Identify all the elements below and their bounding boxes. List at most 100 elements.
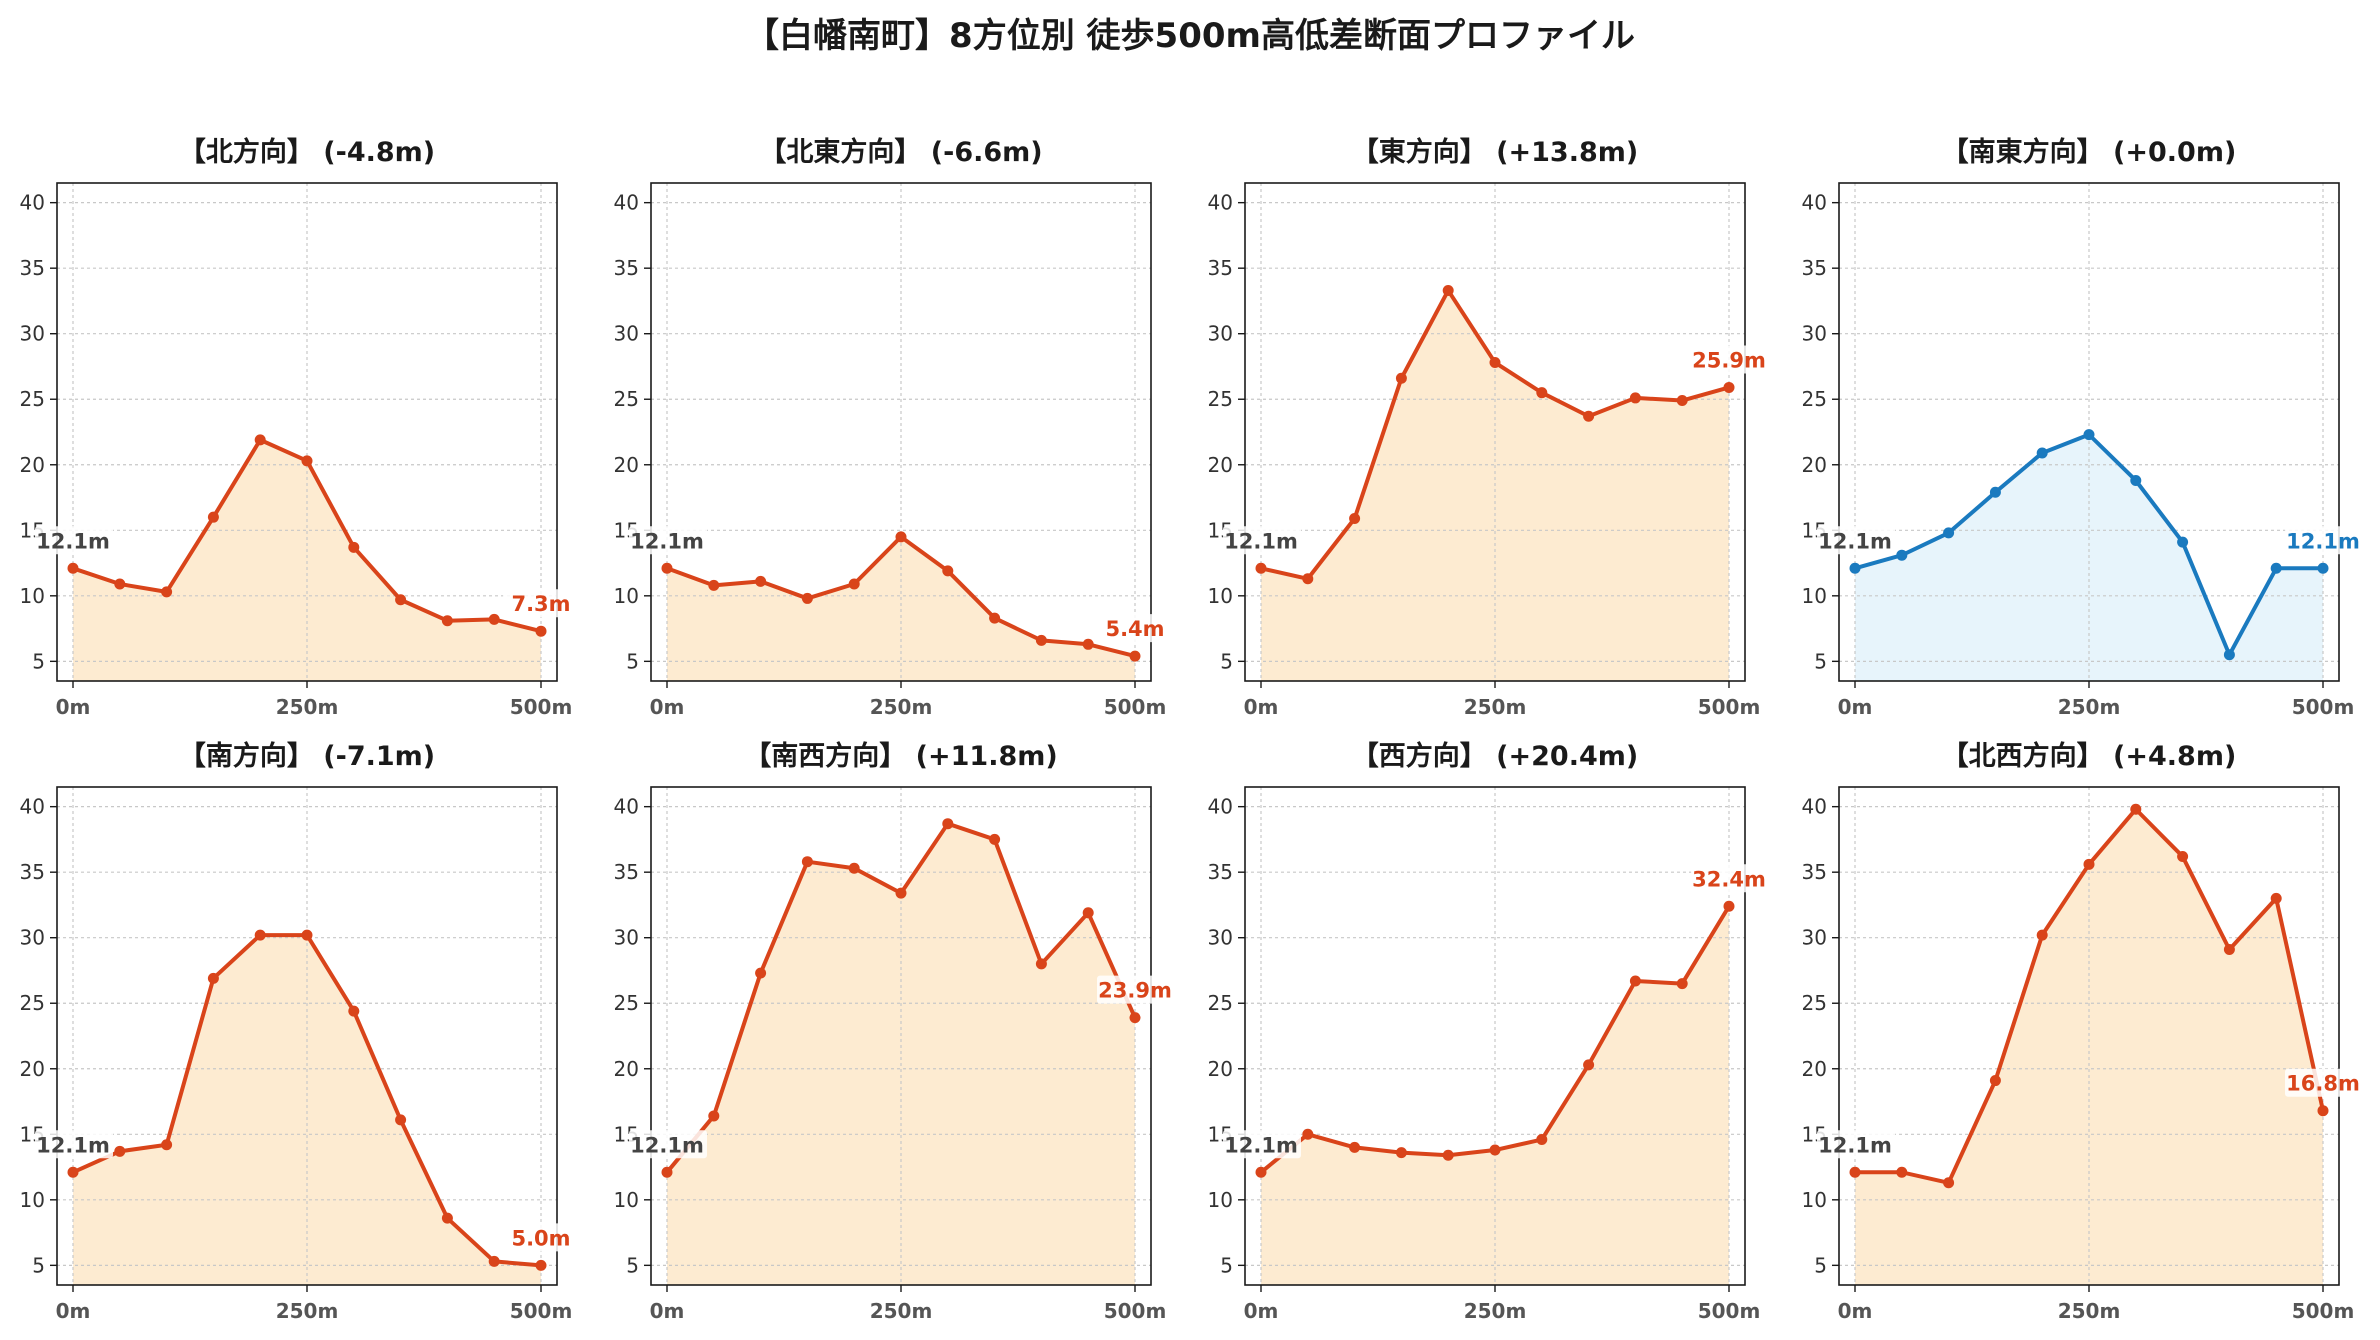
area-fill [667, 823, 1135, 1285]
xtick-label: 500m [1104, 1299, 1167, 1323]
data-point [1943, 1177, 1955, 1189]
data-point [755, 967, 767, 979]
xtick-label: 250m [2058, 695, 2121, 719]
data-point [1349, 512, 1361, 524]
data-point [254, 434, 266, 446]
data-point [2083, 858, 2095, 870]
ytick-label: 30 [20, 322, 45, 346]
panel-title: 【南東方向】 (+0.0m) [1942, 136, 2237, 168]
data-point [1849, 562, 1861, 574]
panel-title: 【西方向】 (+20.4m) [1352, 740, 1638, 772]
data-point [1129, 1012, 1141, 1024]
data-point [848, 862, 860, 874]
ytick-label: 30 [614, 322, 639, 346]
xtick-label: 250m [276, 695, 339, 719]
ytick-label: 30 [20, 926, 45, 950]
ytick-label: 30 [1208, 322, 1233, 346]
end-label: 16.8m [2286, 1072, 2360, 1096]
start-label-bg [1817, 1130, 1895, 1159]
data-point [114, 578, 126, 590]
ytick-label: 5 [32, 1253, 45, 1277]
data-point [2177, 850, 2189, 862]
xtick-label: 500m [510, 1299, 573, 1323]
data-point [2130, 474, 2142, 486]
panel-title: 【南西方向】 (+11.8m) [744, 740, 1057, 772]
data-point [1082, 638, 1094, 650]
ytick-label: 25 [1208, 387, 1233, 411]
ytick-label: 35 [20, 256, 45, 280]
xtick-label: 0m [1838, 1299, 1873, 1323]
data-point [2270, 892, 2282, 904]
ytick-label: 5 [1814, 1253, 1827, 1277]
data-point [1082, 907, 1094, 919]
xtick-label: 250m [870, 695, 933, 719]
ytick-label: 35 [1802, 860, 1827, 884]
data-point [301, 455, 313, 467]
xtick-label: 500m [1698, 1299, 1761, 1323]
ytick-label: 5 [32, 649, 45, 673]
xtick-label: 0m [1244, 1299, 1279, 1323]
data-point [395, 594, 407, 606]
data-point [801, 592, 813, 604]
data-point [2223, 944, 2235, 956]
data-point [488, 613, 500, 625]
xtick-label: 500m [2292, 695, 2355, 719]
start-label: 12.1m [630, 1133, 704, 1157]
start-label-bg [1223, 1130, 1301, 1159]
data-point [2317, 1105, 2329, 1117]
ytick-label: 25 [20, 991, 45, 1015]
area-fill [1261, 906, 1729, 1285]
data-point [301, 929, 313, 941]
data-point [1723, 900, 1735, 912]
end-label-bg [1691, 864, 1769, 893]
ytick-label: 10 [1208, 584, 1233, 608]
ytick-label: 10 [1208, 1188, 1233, 1212]
data-point [1583, 1059, 1595, 1071]
data-point [254, 929, 266, 941]
data-point [942, 565, 954, 577]
data-point [2177, 536, 2189, 548]
xtick-label: 0m [650, 1299, 685, 1323]
data-point [348, 1005, 360, 1017]
ytick-label: 30 [1802, 926, 1827, 950]
end-label-bg [2285, 1068, 2363, 1097]
end-label-bg [1097, 975, 1175, 1004]
ytick-label: 20 [614, 1057, 639, 1081]
ytick-label: 40 [614, 191, 639, 215]
panel-title: 【北方向】 (-4.8m) [179, 136, 435, 168]
data-point [441, 615, 453, 627]
ytick-label: 40 [1208, 795, 1233, 819]
start-label-bg [35, 1130, 113, 1159]
ytick-label: 35 [1802, 256, 1827, 280]
ytick-label: 20 [1208, 453, 1233, 477]
ytick-label: 20 [20, 453, 45, 477]
ytick-label: 40 [614, 795, 639, 819]
data-point [989, 612, 1001, 624]
data-point [1395, 372, 1407, 384]
data-point [441, 1212, 453, 1224]
data-point [2130, 803, 2142, 815]
ytick-label: 10 [1802, 1188, 1827, 1212]
end-label: 5.0m [511, 1226, 570, 1250]
end-label-bg [503, 1223, 581, 1252]
ytick-label: 25 [614, 387, 639, 411]
data-point [1583, 410, 1595, 422]
data-point [661, 1166, 673, 1178]
data-point [2270, 562, 2282, 574]
data-point [1302, 1128, 1314, 1140]
data-point [848, 578, 860, 590]
ytick-label: 20 [614, 453, 639, 477]
ytick-label: 25 [1208, 991, 1233, 1015]
panel-title: 【北西方向】 (+4.8m) [1942, 740, 2237, 772]
data-point [2317, 562, 2329, 574]
data-point [1629, 392, 1641, 404]
data-point [708, 1110, 720, 1122]
